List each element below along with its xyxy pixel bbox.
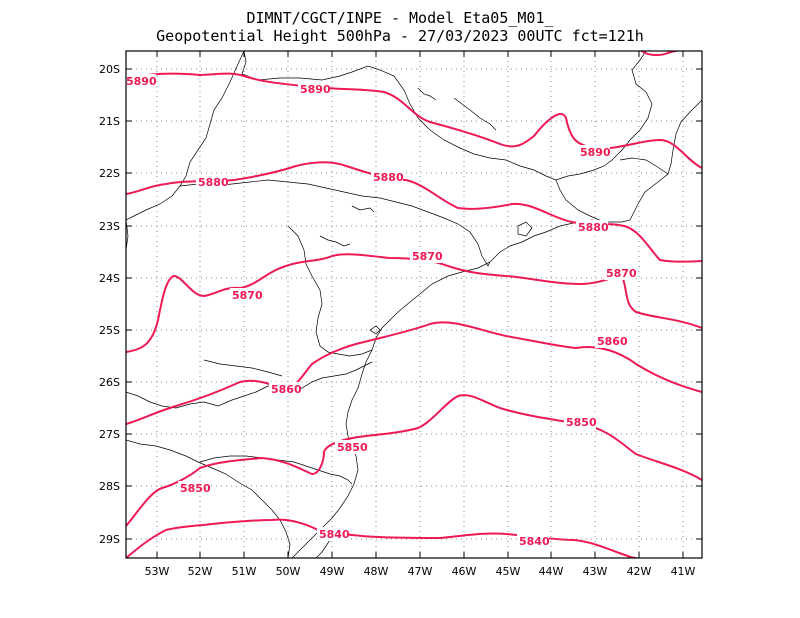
contour-5840 bbox=[126, 518, 637, 558]
map-frame bbox=[125, 50, 703, 559]
contour-label: 5880 bbox=[373, 171, 404, 184]
lat-tick-label: 27S bbox=[99, 428, 120, 441]
contour-label: 5840 bbox=[519, 535, 550, 548]
contour-label: 5880 bbox=[198, 176, 229, 189]
contour-label: 5870 bbox=[606, 267, 637, 280]
lat-tick-label: 23S bbox=[99, 220, 120, 233]
lat-tick-label: 29S bbox=[99, 533, 120, 546]
contour-label: 5850 bbox=[337, 441, 368, 454]
lon-tick-label: 42W bbox=[627, 565, 652, 578]
border-arg-sc bbox=[126, 439, 291, 558]
bay-rj bbox=[517, 221, 533, 237]
contour-label: 5850 bbox=[566, 416, 597, 429]
contour-5890-a bbox=[126, 72, 702, 169]
contour-label: 5890 bbox=[300, 83, 331, 96]
title-line-1: DIMNT/CGCT/INPE - Model Eta05_M01_ bbox=[246, 9, 554, 27]
border-sc-rs bbox=[199, 455, 353, 485]
border-pr-sc bbox=[126, 361, 373, 409]
lon-tick-label: 46W bbox=[452, 565, 477, 578]
contour-label: 5870 bbox=[412, 250, 443, 263]
border-sp-pr bbox=[179, 179, 491, 267]
reservoir-1 bbox=[417, 87, 437, 101]
lat-tick-label: 26S bbox=[99, 376, 120, 389]
lon-tick-label: 47W bbox=[408, 565, 433, 578]
political-boundaries bbox=[126, 51, 702, 558]
contour-label: 5860 bbox=[597, 335, 628, 348]
lon-tick-label: 48W bbox=[364, 565, 389, 578]
lon-tick-label: 51W bbox=[232, 565, 257, 578]
lon-tick-label: 52W bbox=[188, 565, 213, 578]
latitude-labels: 20S 21S 22S 23S 24S 25S 26S 27S 28S 29S bbox=[99, 63, 120, 546]
lagoa-rs bbox=[315, 539, 331, 558]
lat-tick-label: 25S bbox=[99, 324, 120, 337]
border-mg-rj-es bbox=[631, 51, 653, 131]
contour-label: 5860 bbox=[271, 383, 302, 396]
lon-tick-label: 45W bbox=[496, 565, 521, 578]
lon-tick-label: 50W bbox=[276, 565, 301, 578]
title-line-2: Geopotential Height 500hPa - 27/03/2023 … bbox=[156, 27, 644, 45]
lat-tick-label: 24S bbox=[99, 272, 120, 285]
border-sp-rj bbox=[555, 179, 605, 223]
lon-tick-label: 53W bbox=[145, 565, 170, 578]
contour-label: 5850 bbox=[180, 482, 211, 495]
lon-tick-label: 41W bbox=[671, 565, 696, 578]
contour-labels: 5890 5890 5890 5880 5880 5880 5870 5870 … bbox=[126, 74, 637, 548]
lon-tick-label: 44W bbox=[539, 565, 564, 578]
coastline bbox=[291, 99, 702, 558]
contour-label: 5890 bbox=[580, 146, 611, 159]
contour-label: 5870 bbox=[232, 289, 263, 302]
lat-tick-label: 20S bbox=[99, 63, 120, 76]
river-iguacu bbox=[203, 359, 283, 377]
reservoir-3 bbox=[319, 235, 351, 247]
contour-5850 bbox=[126, 394, 702, 527]
border-ms-pr bbox=[126, 219, 129, 251]
reservoir-2 bbox=[351, 205, 375, 213]
contour-5860 bbox=[126, 321, 702, 425]
lat-tick-label: 22S bbox=[99, 167, 120, 180]
parana-river bbox=[126, 51, 245, 221]
border-pr-south bbox=[287, 225, 373, 357]
island-sc bbox=[369, 325, 381, 335]
lat-tick-label: 28S bbox=[99, 480, 120, 493]
border-mg-sp bbox=[241, 51, 641, 181]
lon-tick-label: 43W bbox=[583, 565, 608, 578]
lagoon-1 bbox=[453, 97, 497, 131]
longitude-labels: 53W 52W 51W 50W 49W 48W 47W 46W 45W 44W … bbox=[145, 565, 696, 578]
contour-label: 5880 bbox=[578, 221, 609, 234]
lat-tick-label: 21S bbox=[99, 115, 120, 128]
lat-lon-grid bbox=[126, 51, 702, 558]
contour-5890-b bbox=[641, 51, 677, 57]
contour-label: 5840 bbox=[319, 528, 350, 541]
geopotential-contours bbox=[126, 51, 702, 558]
lon-tick-label: 49W bbox=[320, 565, 345, 578]
border-rj-es bbox=[619, 157, 669, 175]
tick-marks bbox=[126, 51, 702, 558]
contour-label: 5890 bbox=[126, 75, 157, 88]
